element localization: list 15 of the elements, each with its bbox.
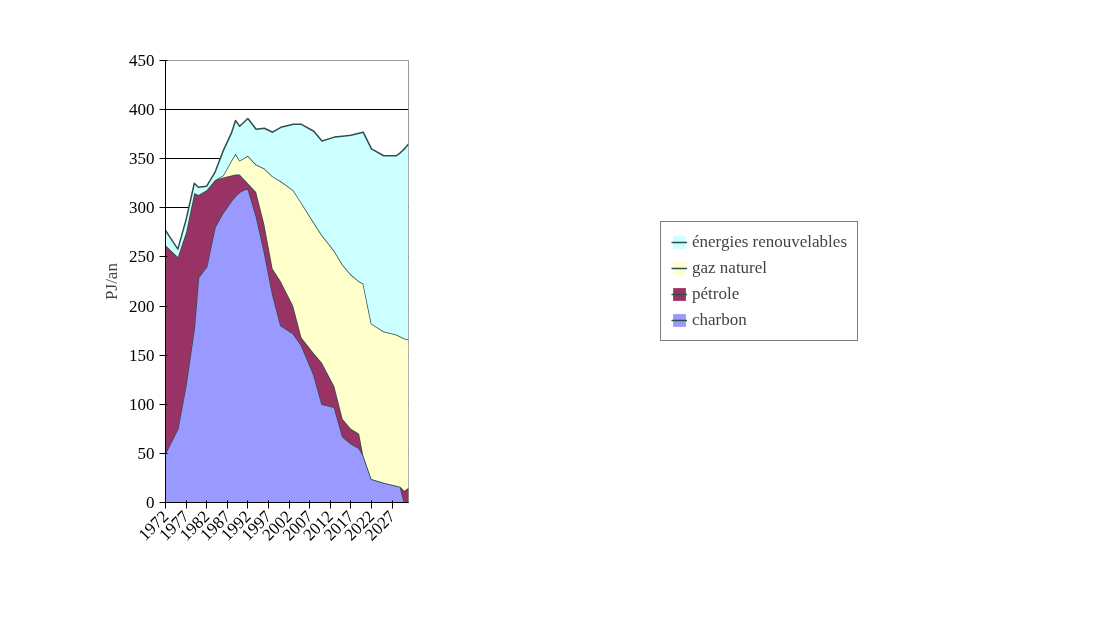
y-tick-label: 450	[129, 51, 155, 70]
y-tick-label: 100	[129, 394, 155, 414]
y-tick-label: 350	[129, 149, 155, 169]
y-tick-label: 200	[129, 296, 155, 316]
legend-label: gaz naturel	[692, 258, 768, 278]
y-tick-label: 150	[129, 345, 155, 365]
y-tick-label: 0	[146, 493, 155, 512]
legend-label: énergies renouvelables	[692, 232, 847, 252]
y-tick-label: 400	[129, 100, 155, 120]
y-tick-label: 300	[129, 198, 155, 218]
y-tick-label: 250	[129, 247, 155, 267]
y-axis-title: PJ/an	[102, 262, 121, 300]
y-tick-label: 50	[137, 443, 155, 463]
legend-label: charbon	[692, 310, 747, 330]
legend-label: pétrole	[692, 284, 740, 304]
